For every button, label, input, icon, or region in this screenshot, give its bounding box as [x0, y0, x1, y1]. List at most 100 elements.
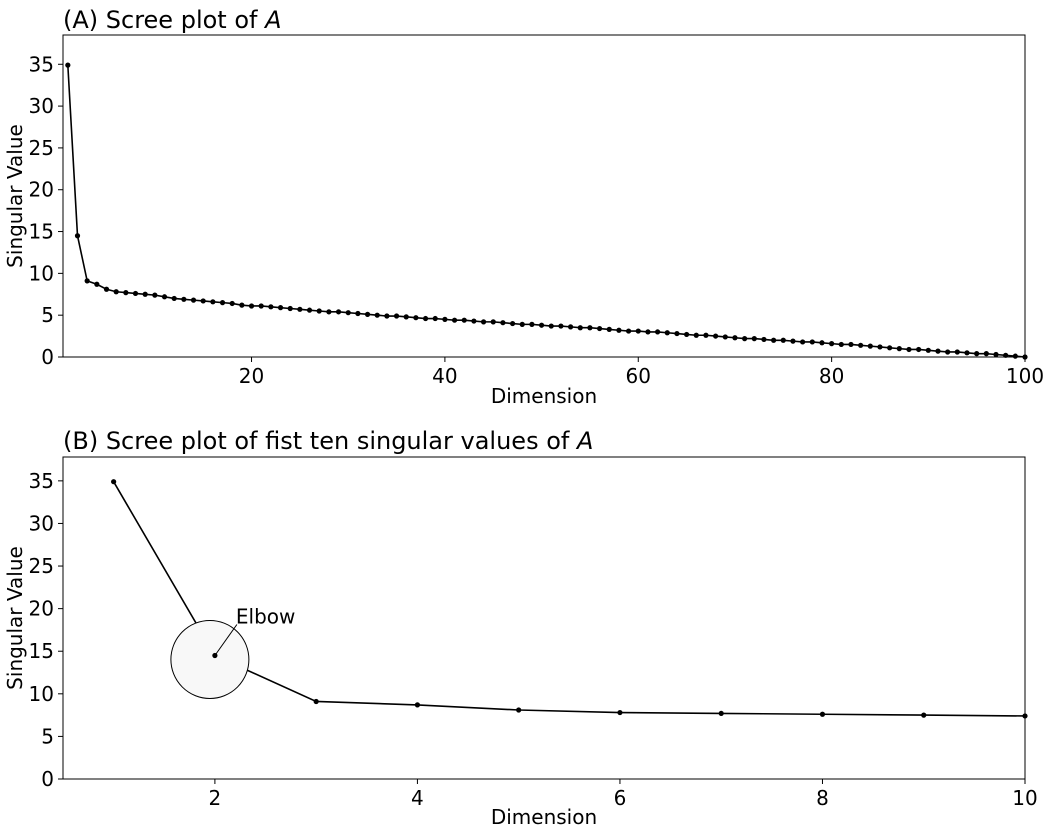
- data-point: [674, 330, 680, 337]
- data-point: [548, 323, 554, 329]
- data-point: [519, 321, 525, 327]
- data-point: [461, 317, 467, 323]
- data-point: [297, 306, 303, 312]
- data-point: [190, 297, 197, 303]
- data-point: [500, 320, 506, 326]
- x-tick-label: 60: [626, 364, 651, 388]
- data-point: [925, 347, 931, 353]
- x-tick-label: 4: [411, 786, 424, 810]
- chart-title-a: (A) Scree plot of A: [63, 6, 282, 34]
- chart-title-b: (B) Scree plot of fist ten singular valu…: [63, 427, 593, 455]
- chart-title-a-prefix: (A) Scree plot of: [63, 6, 265, 34]
- data-point: [558, 323, 564, 329]
- x-tick-label: 6: [614, 786, 627, 810]
- data-point: [684, 331, 690, 338]
- chart-title-b-prefix: (B) Scree plot of fist ten singular valu…: [63, 427, 577, 455]
- data-point: [210, 299, 216, 305]
- data-point: [516, 707, 522, 713]
- data-point: [442, 316, 448, 322]
- elbow-highlight-circle: [170, 619, 250, 699]
- data-point: [480, 319, 487, 325]
- data-point: [258, 303, 264, 309]
- y-tick-label: 15: [29, 220, 54, 244]
- data-point: [414, 702, 421, 708]
- data-point: [616, 327, 622, 333]
- y-tick-label: 20: [29, 597, 54, 621]
- data-point: [432, 315, 438, 322]
- data-point: [1022, 354, 1028, 360]
- y-tick-label: 20: [29, 178, 54, 202]
- data-point: [171, 295, 177, 302]
- x-tick-label: 100: [1006, 364, 1044, 388]
- y-tick-label: 25: [29, 136, 54, 160]
- data-point: [780, 337, 786, 343]
- data-point: [1003, 352, 1009, 358]
- data-point: [229, 300, 235, 307]
- data-point: [790, 338, 796, 344]
- data-point: [306, 307, 313, 313]
- y-tick-label: 35: [29, 469, 54, 493]
- data-point: [867, 343, 873, 349]
- x-axis-label-a: Dimension: [491, 384, 597, 408]
- data-point: [248, 303, 255, 309]
- x-tick-label: 80: [819, 364, 844, 388]
- y-tick-label: 25: [29, 554, 54, 578]
- data-point: [993, 351, 999, 358]
- data-point: [713, 333, 719, 339]
- data-point: [587, 325, 593, 331]
- data-point: [664, 330, 670, 336]
- x-axis-label-b: Dimension: [491, 805, 597, 829]
- y-tick-label: 15: [29, 639, 54, 663]
- y-tick-label: 0: [41, 767, 54, 791]
- chart-title-a-var: A: [263, 6, 281, 34]
- data-point: [645, 329, 651, 335]
- y-tick-label: 10: [29, 261, 54, 285]
- chart-panel-a: (A) Scree plot of A 0 5 10 15 20 25 30 35 20 40 6…: [3, 6, 1044, 408]
- data-point: [819, 340, 825, 346]
- x-tick-label: 20: [239, 364, 264, 388]
- data-point: [538, 322, 545, 328]
- data-point: [74, 233, 81, 239]
- data-point: [596, 325, 603, 332]
- data-point: [313, 698, 319, 705]
- data-point: [761, 336, 767, 343]
- data-point: [742, 336, 748, 342]
- data-point: [200, 298, 206, 304]
- data-point: [848, 341, 854, 348]
- y-axis-label-b: Singular Value: [3, 546, 27, 690]
- chart-panel-b: (B) Scree plot of fist ten singular valu…: [3, 427, 1038, 829]
- data-point: [751, 336, 757, 342]
- y-tick-label: 5: [41, 303, 54, 327]
- elbow-annotation-line: [214, 624, 238, 656]
- data-point: [945, 349, 951, 355]
- data-point: [954, 349, 960, 355]
- data-point: [529, 321, 535, 327]
- data-point: [693, 332, 699, 338]
- plot-frame-b: [62, 456, 1026, 780]
- data-point: [916, 346, 922, 353]
- data-point: [906, 346, 912, 353]
- x-tick-label: 10: [1012, 786, 1037, 810]
- data-point: [345, 310, 351, 316]
- data-point: [974, 351, 980, 357]
- data-point: [451, 317, 458, 323]
- y-tick-label: 10: [29, 682, 54, 706]
- x-ticks-a: 20 40 60 80 100: [239, 357, 1044, 388]
- data-point: [577, 325, 583, 331]
- chart-title-b-var: A: [575, 427, 593, 455]
- y-tick-label: 0: [41, 345, 54, 369]
- data-point: [935, 348, 941, 354]
- data-point: [718, 710, 724, 717]
- data-point: [703, 332, 709, 338]
- data-point: [212, 652, 218, 659]
- data-point: [403, 314, 409, 320]
- y-ticks-b: 0 5 10 15 20 25 30 35: [29, 469, 63, 791]
- data-point: [132, 290, 139, 297]
- data-point: [161, 294, 168, 300]
- data-point: [829, 341, 835, 347]
- data-point: [94, 281, 100, 287]
- plot-frame-a: [62, 34, 1026, 358]
- data-point: [722, 334, 728, 340]
- series-line-a: [67, 65, 1026, 358]
